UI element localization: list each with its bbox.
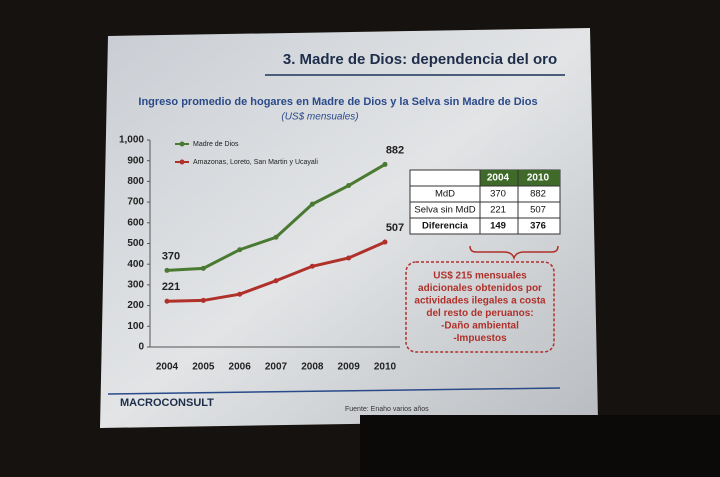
note-line: actividades ilegales a costa	[414, 296, 546, 307]
y-tick-label: 500	[127, 238, 144, 249]
chart-subtitle: (US$ mensuales)	[281, 112, 358, 123]
data-label: 221	[162, 281, 180, 293]
table-cell: 376	[530, 221, 546, 232]
x-tick-label: 2009	[338, 362, 361, 373]
data-label: 507	[386, 222, 404, 234]
data-label: 882	[386, 144, 404, 156]
table-cell: 221	[490, 205, 506, 216]
legend-label: Amazonas, Loreto, San Martin y Ucayali	[193, 159, 318, 166]
y-tick-label: 900	[127, 155, 144, 166]
table-header-bg	[480, 170, 560, 186]
marker	[346, 255, 352, 261]
x-tick-label: 2005	[192, 362, 215, 373]
y-tick-label: 0	[138, 342, 144, 353]
y-tick-label: 700	[127, 197, 144, 208]
y-tick-label: 800	[127, 176, 144, 187]
table-cell: Selva sin MdD	[414, 205, 475, 216]
table-header: 2010	[527, 173, 550, 184]
table-cell: 507	[530, 205, 546, 216]
data-label: 370	[162, 250, 180, 262]
table-cell: 149	[490, 221, 506, 232]
footer-rule	[107, 387, 561, 395]
y-tick-label: 100	[127, 321, 144, 332]
marker	[273, 234, 279, 240]
x-tick-label: 2010	[374, 362, 397, 373]
slide	[100, 28, 598, 428]
note-line: adicionales obtenidos por	[418, 283, 542, 294]
chart-title: Ingreso promedio de hogares en Madre de …	[138, 96, 537, 108]
y-tick-label: 1,000	[119, 135, 144, 146]
legend-marker	[179, 141, 185, 147]
table-cell: 882	[530, 189, 546, 200]
marker	[164, 298, 170, 304]
source: Fuente: Enaho varios años	[345, 406, 429, 413]
marker	[309, 263, 315, 269]
marker	[382, 161, 388, 167]
slide-title: 3. Madre de Dios: dependencia del oro	[283, 51, 557, 68]
note-line: del resto de peruanos:	[426, 308, 533, 319]
y-tick-label: 400	[127, 259, 144, 270]
desk	[360, 415, 720, 477]
marker	[309, 201, 315, 207]
x-tick-label: 2008	[301, 362, 324, 373]
marker	[346, 183, 352, 189]
table-cell: 370	[490, 189, 506, 200]
x-tick-label: 2004	[156, 362, 179, 373]
legend-label: Madre de Dios	[193, 141, 239, 148]
x-tick-label: 2006	[229, 362, 252, 373]
table-cell: MdD	[435, 189, 455, 200]
marker	[237, 291, 243, 297]
y-tick-label: 600	[127, 217, 144, 228]
bracket	[469, 245, 559, 261]
marker	[382, 239, 388, 245]
marker	[200, 265, 206, 271]
marker	[237, 247, 243, 253]
table-cell: Diferencia	[422, 221, 469, 232]
note-box	[405, 261, 555, 353]
y-tick-label: 300	[127, 280, 144, 291]
x-tick-label: 2007	[265, 362, 288, 373]
y-tick-label: 200	[127, 300, 144, 311]
marker	[200, 297, 206, 303]
note-line: -Daño ambiental	[441, 321, 519, 332]
note-line: US$ 215 mensuales	[433, 271, 527, 282]
marker	[164, 267, 170, 273]
marker	[273, 278, 279, 284]
legend-marker	[179, 159, 185, 165]
logo: MACROCONSULT	[120, 397, 214, 409]
table-header: 2004	[487, 173, 510, 184]
note-line: -Impuestos	[453, 333, 507, 344]
